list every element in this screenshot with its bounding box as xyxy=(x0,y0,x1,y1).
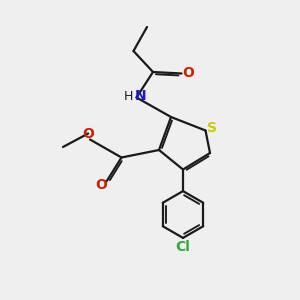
Text: O: O xyxy=(82,127,94,140)
Text: S: S xyxy=(207,121,217,135)
Text: Cl: Cl xyxy=(176,240,190,254)
Text: O: O xyxy=(95,178,107,192)
Text: O: O xyxy=(182,66,194,80)
Text: N: N xyxy=(135,89,147,103)
Text: H: H xyxy=(123,89,133,103)
